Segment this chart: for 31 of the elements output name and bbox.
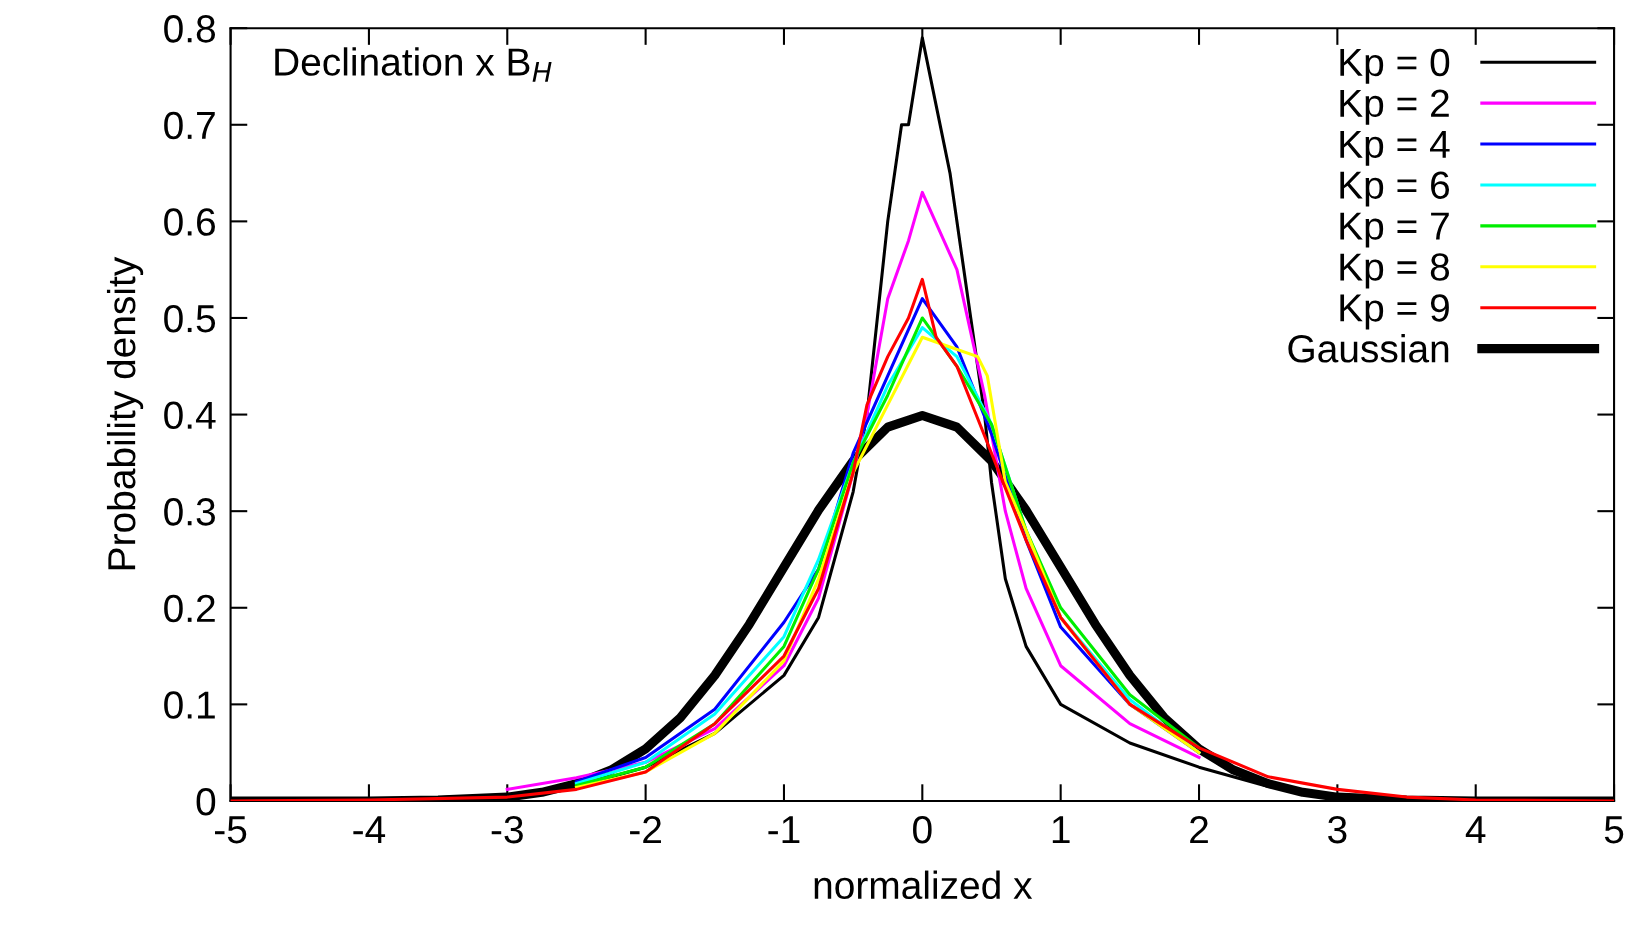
legend-label: Kp = 0 [1340, 48, 1450, 84]
legend-label: Kp = 2 [1340, 89, 1449, 125]
y-tick-label: 0.4 [164, 401, 216, 430]
legend-label: Gaussian [1288, 334, 1449, 363]
x-tick-label: 5 [1604, 816, 1624, 844]
x-tick-label: -1 [768, 816, 800, 844]
x-tick-label: -4 [353, 816, 386, 844]
legend-label: Kp = 7 [1340, 212, 1449, 248]
y-axis-title: Probability density [106, 256, 144, 570]
x-tick-label: -2 [630, 815, 661, 844]
legend-label: Kp = 9 [1340, 294, 1449, 330]
x-tick-label: 0 [913, 815, 932, 844]
legend-label: Kp = 4 [1340, 130, 1450, 166]
x-tick-label: 4 [1465, 816, 1486, 844]
annotation: Declination x B$_{H}$ [275, 47, 552, 82]
x-tick-label: 3 [1328, 815, 1347, 844]
x-tick-label: -5 [215, 816, 247, 844]
y-tick-label: 0.8 [164, 15, 215, 43]
y-tick-label: 0.1 [164, 691, 215, 719]
y-tick-label: 0.2 [164, 594, 215, 623]
x-tick-label: -3 [491, 815, 523, 844]
legend-label: Kp = 6 [1340, 171, 1450, 207]
x-axis-title: normalized x [814, 870, 1033, 900]
x-tick-label: 1 [1052, 816, 1070, 844]
y-tick-label: 0.6 [164, 208, 215, 236]
y-tick-label: 0.7 [164, 111, 215, 140]
x-tick-label: 2 [1190, 815, 1208, 844]
legend-label: Kp = 8 [1340, 253, 1450, 289]
y-tick-label: 0.5 [164, 304, 216, 333]
y-tick-label: 0.3 [164, 498, 215, 526]
y-tick-label: 0 [196, 787, 216, 816]
